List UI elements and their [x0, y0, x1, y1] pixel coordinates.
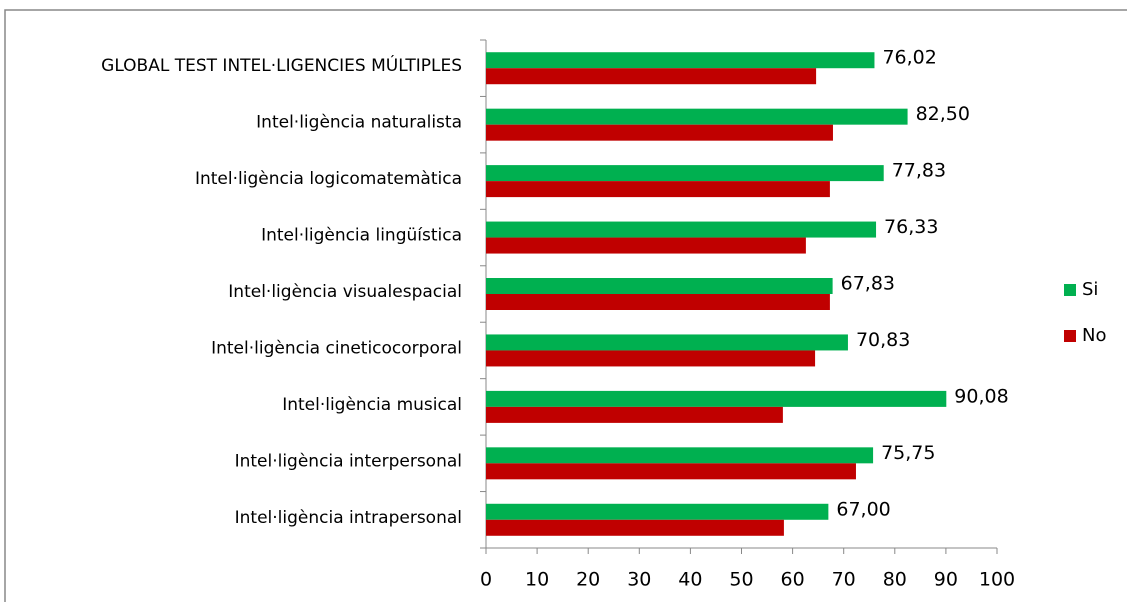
- category-label: Intel·ligència logicomatemàtica: [195, 169, 462, 189]
- legend-swatch: [1064, 330, 1076, 342]
- value-label: 75,75: [881, 442, 935, 464]
- value-label: 76,02: [882, 47, 936, 69]
- x-tick-label: 70: [832, 569, 856, 591]
- bar: [486, 447, 874, 464]
- bar: [486, 52, 875, 69]
- x-tick-label: 0: [480, 569, 492, 591]
- bar: [486, 519, 784, 536]
- category-label: Intel·ligència interpersonal: [235, 451, 462, 471]
- bar: [486, 463, 856, 480]
- value-label: 70,83: [856, 329, 910, 351]
- x-tick-label: 20: [576, 569, 600, 591]
- value-label: 82,50: [916, 103, 970, 125]
- x-tick-label: 40: [678, 569, 702, 591]
- x-tick-label: 100: [979, 569, 1015, 591]
- x-tick-label: 60: [781, 569, 805, 591]
- bar: [486, 390, 947, 407]
- bar: [486, 278, 833, 294]
- bar: [486, 334, 848, 351]
- bar: [486, 68, 817, 85]
- value-label: 67,00: [836, 498, 890, 520]
- bar: [486, 294, 830, 310]
- value-label: 76,33: [884, 216, 938, 238]
- x-tick-label: 50: [729, 569, 753, 591]
- bar: [486, 221, 877, 238]
- bar: [486, 165, 884, 182]
- x-tick-label: 80: [883, 569, 907, 591]
- category-label: Intel·ligència musical: [282, 395, 462, 415]
- bar: [486, 108, 908, 125]
- category-label: Intel·ligència intrapersonal: [235, 508, 462, 528]
- legend-label: No: [1082, 325, 1106, 346]
- value-label: 90,08: [954, 385, 1008, 407]
- category-label: Intel·ligència cineticocorporal: [211, 338, 462, 358]
- category-label: Intel·ligència visualespacial: [228, 282, 462, 302]
- x-tick-label: 30: [627, 569, 651, 591]
- x-tick-label: 10: [525, 569, 549, 591]
- bar: [486, 181, 830, 198]
- legend-swatch: [1064, 284, 1076, 296]
- value-label: 77,83: [892, 160, 946, 182]
- bar: [486, 237, 806, 254]
- bar: [486, 350, 816, 367]
- category-label: Intel·ligència lingüística: [261, 226, 462, 246]
- category-label: Intel·ligència naturalista: [256, 113, 462, 133]
- x-tick-label: 90: [934, 569, 958, 591]
- bar: [486, 503, 829, 520]
- chart-border: [4, 9, 1127, 606]
- value-label: 67,83: [841, 273, 895, 295]
- legend-label: Si: [1082, 279, 1098, 300]
- category-label: GLOBAL TEST INTEL·LIGENCIES MÚLTIPLES: [101, 54, 462, 76]
- bar: [486, 406, 783, 423]
- bar: [486, 124, 833, 141]
